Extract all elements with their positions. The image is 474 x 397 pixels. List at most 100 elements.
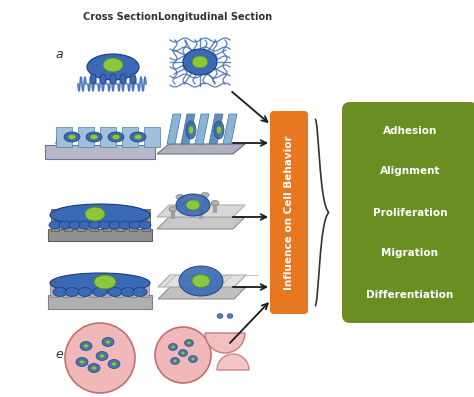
Text: Migration: Migration	[382, 249, 438, 258]
Ellipse shape	[100, 354, 104, 358]
Ellipse shape	[184, 339, 193, 347]
Bar	[115, 283, 123, 297]
Text: Cross Section: Cross Section	[82, 12, 157, 22]
Text: a: a	[55, 48, 63, 62]
Ellipse shape	[79, 221, 91, 229]
Ellipse shape	[102, 337, 114, 347]
Circle shape	[65, 323, 135, 393]
Bar	[63, 283, 71, 297]
Ellipse shape	[171, 345, 175, 349]
Ellipse shape	[87, 54, 139, 80]
Ellipse shape	[50, 204, 150, 226]
Text: Adhesion: Adhesion	[383, 125, 437, 135]
Ellipse shape	[169, 206, 177, 212]
Ellipse shape	[119, 221, 131, 229]
Ellipse shape	[179, 266, 223, 296]
Bar	[102, 283, 110, 297]
Polygon shape	[209, 114, 223, 144]
Ellipse shape	[108, 132, 124, 142]
Ellipse shape	[91, 366, 97, 370]
Ellipse shape	[192, 274, 210, 287]
Bar	[142, 209, 150, 231]
Ellipse shape	[90, 135, 98, 139]
Bar	[76, 283, 84, 297]
Ellipse shape	[186, 200, 200, 210]
Polygon shape	[157, 205, 245, 217]
Ellipse shape	[192, 56, 208, 68]
Ellipse shape	[134, 135, 142, 139]
Ellipse shape	[80, 341, 92, 351]
Text: Alignment: Alignment	[380, 166, 440, 177]
Bar	[78, 127, 94, 147]
Ellipse shape	[186, 121, 196, 139]
Ellipse shape	[65, 287, 79, 297]
Polygon shape	[157, 217, 245, 229]
Wedge shape	[205, 333, 245, 353]
Ellipse shape	[168, 343, 177, 351]
Text: Influence on Cell Behavior: Influence on Cell Behavior	[284, 135, 294, 290]
Bar	[122, 127, 138, 147]
Ellipse shape	[187, 341, 191, 345]
Ellipse shape	[201, 193, 209, 197]
Bar	[51, 209, 59, 231]
Ellipse shape	[179, 349, 188, 357]
Ellipse shape	[139, 221, 151, 229]
Ellipse shape	[217, 314, 223, 318]
Text: Proliferation: Proliferation	[373, 208, 447, 218]
Ellipse shape	[99, 221, 111, 229]
Ellipse shape	[191, 358, 195, 360]
Ellipse shape	[76, 358, 88, 366]
Ellipse shape	[88, 364, 100, 372]
Ellipse shape	[211, 200, 219, 206]
Bar	[100, 127, 116, 147]
Bar	[77, 209, 85, 231]
Ellipse shape	[106, 340, 110, 344]
Ellipse shape	[120, 74, 126, 84]
Polygon shape	[167, 114, 181, 144]
Bar	[50, 283, 58, 297]
Text: d: d	[55, 279, 63, 291]
Bar	[141, 283, 149, 297]
Ellipse shape	[53, 287, 67, 297]
Ellipse shape	[121, 287, 135, 297]
Bar	[56, 127, 72, 147]
Ellipse shape	[93, 287, 107, 297]
Ellipse shape	[49, 221, 61, 229]
FancyBboxPatch shape	[342, 102, 474, 323]
Polygon shape	[158, 287, 246, 299]
Ellipse shape	[183, 200, 191, 206]
Ellipse shape	[181, 351, 185, 355]
Ellipse shape	[183, 49, 217, 75]
Bar	[48, 295, 152, 309]
Ellipse shape	[133, 287, 147, 297]
Ellipse shape	[189, 355, 198, 362]
Ellipse shape	[227, 314, 233, 318]
Ellipse shape	[110, 74, 116, 84]
Ellipse shape	[103, 58, 123, 72]
Ellipse shape	[69, 221, 81, 229]
Text: c: c	[55, 208, 62, 222]
Ellipse shape	[96, 351, 108, 360]
Ellipse shape	[108, 287, 122, 297]
Ellipse shape	[197, 206, 205, 212]
Bar	[89, 283, 97, 297]
Bar	[64, 209, 72, 231]
Ellipse shape	[94, 275, 116, 289]
Ellipse shape	[129, 221, 141, 229]
Bar	[90, 209, 98, 231]
Ellipse shape	[83, 344, 89, 348]
Ellipse shape	[50, 273, 150, 293]
Bar	[116, 209, 124, 231]
Ellipse shape	[85, 207, 105, 221]
Ellipse shape	[112, 135, 120, 139]
FancyBboxPatch shape	[270, 111, 308, 314]
Polygon shape	[195, 114, 209, 144]
Ellipse shape	[130, 132, 146, 142]
Bar	[48, 229, 152, 241]
Ellipse shape	[100, 74, 106, 84]
Ellipse shape	[189, 126, 193, 134]
Ellipse shape	[111, 362, 117, 366]
Ellipse shape	[90, 74, 96, 84]
Ellipse shape	[89, 221, 101, 229]
Ellipse shape	[64, 132, 80, 142]
